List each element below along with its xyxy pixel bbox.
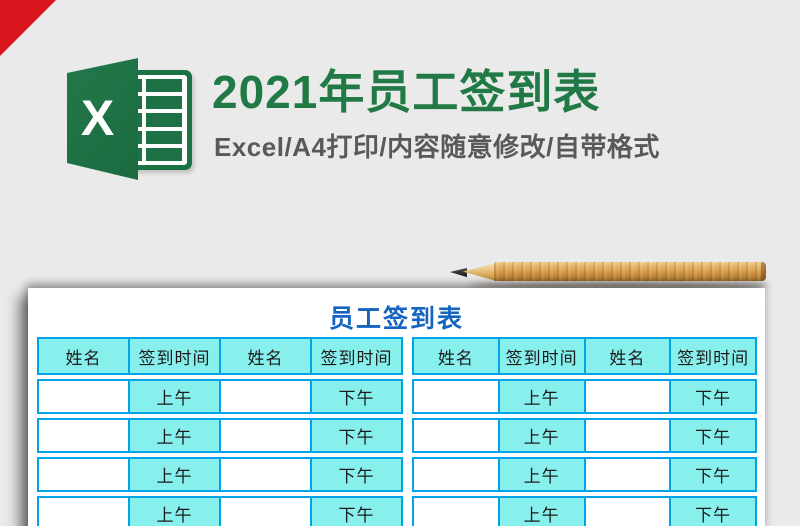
table-row: 上午 下午 xyxy=(412,379,757,414)
sign-in-table-right: 姓名 签到时间 姓名 签到时间 上午 下午 上午 下午 上午 下午 上午 下午 xyxy=(412,337,757,526)
column-header-name: 姓名 xyxy=(412,337,500,375)
session-cell: 下午 xyxy=(669,457,757,492)
name-cell xyxy=(583,418,672,453)
page-subtitle: Excel/A4打印/内容随意修改/自带格式 xyxy=(214,132,660,162)
name-cell xyxy=(219,418,312,453)
session-cell: 下午 xyxy=(310,496,403,526)
column-header-name: 姓名 xyxy=(37,337,130,375)
session-cell: 下午 xyxy=(669,418,757,453)
session-cell: 下午 xyxy=(310,379,403,414)
column-header-name: 姓名 xyxy=(583,337,672,375)
pencil-cone xyxy=(463,263,496,281)
name-cell xyxy=(37,379,130,414)
name-cell xyxy=(412,418,500,453)
pencil-graphic xyxy=(450,259,770,291)
preview-card: 员工签到表 姓名 签到时间 姓名 签到时间 上午 下午 上午 下午 上午 下午 上午 下午 姓名 签到时… xyxy=(28,288,765,526)
red-corner-ribbon xyxy=(0,0,56,56)
session-cell: 上午 xyxy=(128,379,221,414)
name-cell xyxy=(219,496,312,526)
column-header-name: 姓名 xyxy=(219,337,312,375)
column-header-time: 签到时间 xyxy=(669,337,757,375)
page-title: 2021年员工签到表 xyxy=(212,66,601,118)
table-row: 上午 下午 xyxy=(37,379,403,414)
table-header-row: 姓名 签到时间 姓名 签到时间 xyxy=(37,337,403,375)
sign-in-tables: 姓名 签到时间 姓名 签到时间 上午 下午 上午 下午 上午 下午 上午 下午 姓名 签到时间 姓名 签到时… xyxy=(37,337,757,526)
name-cell xyxy=(37,457,130,492)
session-cell: 下午 xyxy=(669,379,757,414)
table-row: 上午 下午 xyxy=(412,496,757,526)
pencil-shadow xyxy=(468,282,770,289)
sign-in-table-left: 姓名 签到时间 姓名 签到时间 上午 下午 上午 下午 上午 下午 上午 下午 xyxy=(37,337,403,526)
session-cell: 上午 xyxy=(128,496,221,526)
name-cell xyxy=(412,457,500,492)
table-row: 上午 下午 xyxy=(412,457,757,492)
sheet-title: 员工签到表 xyxy=(328,305,464,333)
session-cell: 上午 xyxy=(497,496,586,526)
excel-logo-cover: X xyxy=(67,58,138,180)
excel-x-icon: X xyxy=(80,90,115,146)
session-cell: 下午 xyxy=(310,418,403,453)
session-cell: 上午 xyxy=(128,457,221,492)
table-row: 上午 下午 xyxy=(37,418,403,453)
column-header-time: 签到时间 xyxy=(310,337,403,375)
pencil-tip-icon xyxy=(450,267,467,278)
session-cell: 上午 xyxy=(128,418,221,453)
table-header-row: 姓名 签到时间 姓名 签到时间 xyxy=(412,337,757,375)
column-header-time: 签到时间 xyxy=(128,337,221,375)
name-cell xyxy=(583,457,672,492)
pencil-body xyxy=(494,262,766,281)
session-cell: 上午 xyxy=(497,418,586,453)
name-cell xyxy=(219,379,312,414)
table-row: 上午 下午 xyxy=(37,457,403,492)
session-cell: 下午 xyxy=(310,457,403,492)
name-cell xyxy=(583,379,672,414)
name-cell xyxy=(37,496,130,526)
table-row: 上午 下午 xyxy=(37,496,403,526)
name-cell xyxy=(412,496,500,526)
session-cell: 上午 xyxy=(497,457,586,492)
session-cell: 上午 xyxy=(497,379,586,414)
name-cell xyxy=(219,457,312,492)
session-cell: 下午 xyxy=(669,496,757,526)
name-cell xyxy=(37,418,130,453)
table-row: 上午 下午 xyxy=(412,418,757,453)
excel-logo: X xyxy=(60,50,196,182)
name-cell xyxy=(583,496,672,526)
column-header-time: 签到时间 xyxy=(497,337,586,375)
name-cell xyxy=(412,379,500,414)
